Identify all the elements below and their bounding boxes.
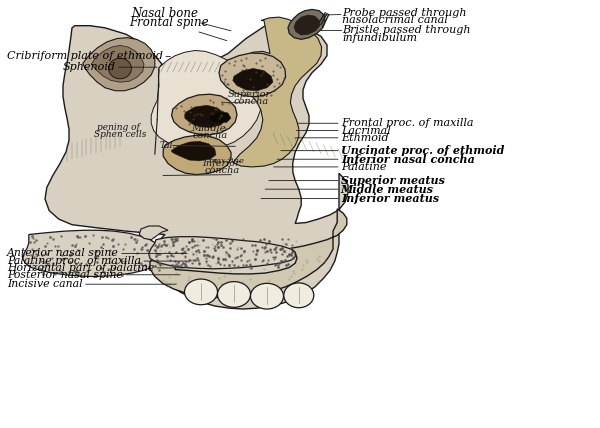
Text: Ethmoid: Ethmoid — [295, 133, 388, 143]
Text: Superior meatus: Superior meatus — [269, 175, 445, 186]
Polygon shape — [23, 230, 163, 276]
Text: Palatine: Palatine — [274, 162, 386, 172]
Text: Tal.: Tal. — [160, 141, 176, 150]
Text: Uncinate proc. of ethmoid: Uncinate proc. of ethmoid — [281, 145, 504, 156]
Text: Palatine proc. of maxilla: Palatine proc. of maxilla — [7, 256, 186, 266]
Polygon shape — [172, 94, 237, 135]
Polygon shape — [149, 237, 295, 269]
Polygon shape — [233, 68, 273, 91]
Text: Sphenoid: Sphenoid — [63, 62, 157, 72]
Ellipse shape — [185, 279, 218, 305]
Text: Inferior nasal concha: Inferior nasal concha — [277, 154, 475, 165]
Text: Bristle passed through: Bristle passed through — [342, 25, 470, 35]
Text: Anterior nasal spine: Anterior nasal spine — [7, 248, 187, 259]
Text: concha: concha — [205, 166, 239, 175]
Polygon shape — [150, 209, 347, 297]
Text: Lacrimal: Lacrimal — [296, 125, 391, 136]
Text: Probe passed through: Probe passed through — [342, 8, 467, 18]
Ellipse shape — [284, 283, 314, 308]
Text: Frontal proc. of maxilla: Frontal proc. of maxilla — [298, 118, 473, 128]
Text: Frontal spine: Frontal spine — [130, 16, 227, 41]
Text: infundibulum: infundibulum — [342, 33, 417, 43]
Text: max.line: max.line — [209, 157, 245, 165]
Text: Sphen cells: Sphen cells — [94, 130, 146, 139]
Text: Incisive canal: Incisive canal — [7, 279, 176, 289]
Text: Superior: Superior — [227, 89, 271, 99]
Text: pening of: pening of — [97, 123, 140, 132]
Polygon shape — [294, 15, 320, 35]
Polygon shape — [151, 51, 260, 150]
Ellipse shape — [218, 282, 251, 307]
Polygon shape — [209, 111, 231, 123]
Text: concha: concha — [233, 96, 268, 106]
Text: Cribriform plate of ethmoid: Cribriform plate of ethmoid — [7, 51, 170, 62]
Text: Posterior nasal spine: Posterior nasal spine — [7, 270, 180, 280]
Polygon shape — [83, 38, 155, 91]
Text: Horizontal part of palatine: Horizontal part of palatine — [7, 263, 183, 273]
Polygon shape — [219, 53, 286, 97]
Text: Middle: Middle — [191, 124, 226, 133]
Text: Middle meatus: Middle meatus — [265, 184, 434, 195]
Text: Inferior: Inferior — [202, 159, 239, 168]
Polygon shape — [288, 9, 325, 39]
Polygon shape — [185, 105, 226, 128]
Ellipse shape — [251, 283, 284, 309]
Polygon shape — [171, 141, 216, 161]
Polygon shape — [139, 226, 168, 240]
Ellipse shape — [109, 58, 131, 79]
Polygon shape — [45, 21, 348, 309]
Text: concha: concha — [193, 131, 227, 140]
Text: Nasal bone: Nasal bone — [131, 7, 231, 31]
Polygon shape — [233, 17, 322, 167]
Polygon shape — [163, 135, 231, 175]
Text: nasolacrimal canal: nasolacrimal canal — [342, 15, 448, 25]
Text: Inferior meatus: Inferior meatus — [261, 193, 439, 204]
Polygon shape — [91, 45, 144, 82]
